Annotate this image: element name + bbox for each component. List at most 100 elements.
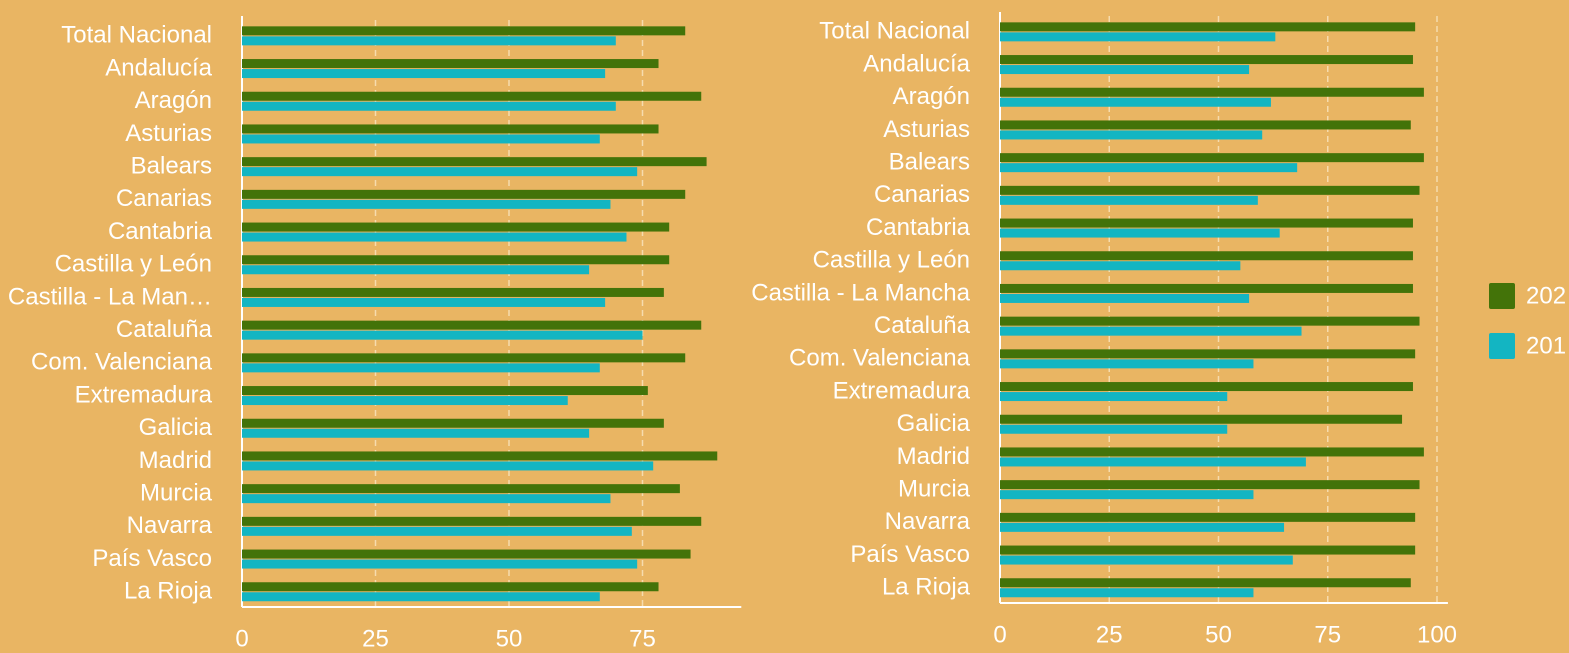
y-tick-label: Cantabria [108,218,213,245]
bar [1000,349,1416,359]
legend-label: 201 [1526,332,1566,359]
bar [1000,424,1228,434]
bar [1000,195,1258,205]
x-tick-label: 25 [1096,621,1123,648]
bar [242,255,670,265]
y-tick-label: La Rioja [882,574,971,601]
bar [1000,55,1413,65]
bar [1000,261,1241,271]
x-tick-label: 50 [496,625,523,652]
bar [242,428,590,438]
bar [242,91,702,101]
bar [1000,120,1411,130]
x-tick-label: 0 [235,625,248,652]
y-tick-label: Murcia [898,475,971,502]
bar [1000,480,1420,490]
y-tick-label: Canarias [116,185,212,212]
bar [242,582,659,592]
bar [242,320,702,330]
bar [1000,185,1420,195]
bar [1000,522,1285,532]
bar [242,451,718,461]
bar [242,396,568,406]
y-tick-label: Com. Valenciana [31,349,213,376]
y-tick-label: Castilla y León [813,247,970,274]
x-tick-label: 100 [1417,621,1457,648]
y-tick-label: Madrid [139,447,212,474]
x-tick-label: 50 [1205,621,1232,648]
bar [1000,545,1416,555]
bar [242,222,670,232]
legend-swatch [1489,283,1515,309]
bar [242,494,611,504]
bar [242,363,600,373]
y-tick-label: Asturias [883,116,970,143]
bar [1000,326,1302,336]
y-tick-label: Navarra [885,508,971,535]
y-tick-label: Castilla - La Man… [8,283,212,310]
y-tick-label: Andalucía [105,54,212,81]
bar [242,101,616,111]
y-tick-label: Castilla - La Mancha [751,279,970,306]
bar [242,167,638,177]
bar [1000,512,1416,522]
bar [242,297,606,307]
bar [1000,382,1413,392]
bar [242,330,643,340]
y-tick-label: Canarias [874,181,970,208]
bar [1000,32,1276,42]
bar [1000,316,1420,326]
y-tick-label: Galicia [897,410,971,437]
bar [1000,392,1228,402]
bar [242,418,664,428]
y-tick-label: Cantabria [866,214,971,241]
bar [242,26,686,36]
x-tick-label: 25 [362,625,389,652]
y-tick-label: País Vasco [92,545,212,572]
y-tick-label: País Vasco [850,541,970,568]
bar [242,265,590,275]
bar [242,526,632,536]
bar [242,559,638,569]
bar [242,353,686,363]
bar [1000,87,1424,97]
bar [1000,130,1263,140]
bar [1000,447,1424,457]
y-tick-label: Com. Valenciana [789,345,971,372]
y-tick-label: La Rioja [124,578,213,605]
y-tick-label: Aragón [893,83,970,110]
y-tick-label: Cataluña [116,316,213,343]
bar [242,461,654,471]
bar [242,189,686,199]
bar [1000,414,1403,424]
x-tick-label: 75 [1314,621,1341,648]
bar [1000,228,1280,238]
bar [242,69,606,79]
bar [242,59,659,69]
bar [1000,251,1413,261]
bar [242,549,691,559]
bar [1000,163,1298,173]
y-tick-label: Extremadura [75,381,213,408]
bar [242,134,600,144]
legend-swatch [1489,333,1515,359]
bar [1000,359,1254,369]
bar [1000,22,1416,32]
bar [1000,555,1293,565]
bar [1000,283,1413,293]
y-tick-label: Balears [131,152,212,179]
bar [242,36,616,46]
y-tick-label: Aragón [135,87,212,114]
bar [1000,97,1271,107]
bar [242,124,659,134]
bar [242,287,664,297]
bar [242,592,600,602]
bar [1000,65,1250,75]
bar [242,157,707,167]
bar [242,199,611,209]
y-tick-label: Galicia [139,414,213,441]
y-tick-label: Asturias [125,120,212,147]
y-tick-label: Andalucía [863,50,970,77]
y-tick-label: Extremadura [833,377,971,404]
